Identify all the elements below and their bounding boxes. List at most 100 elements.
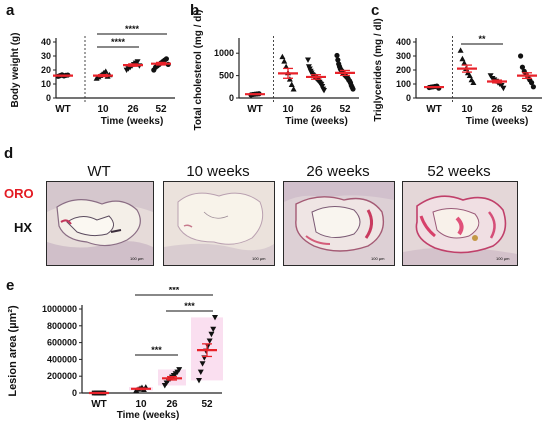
c-point-1-7 [470,79,477,85]
a-ytick-label-1: 10 [41,79,51,89]
a-ylabel: Body weight (g) [10,33,21,108]
chart-lesion-area: 0 200000 400000 600000 800000 1000000 Lesion a… [7,287,223,421]
e-ytick-label-0: 0 [72,388,77,398]
e-sig-label-0: *** [151,345,162,355]
b-point-2-18 [321,87,327,94]
panel-b-label: b [190,2,200,19]
c-point-1-0 [457,47,464,53]
b-xtick-label-2: 26 [310,104,322,115]
e-ytick-label-5: 1000000 [42,304,77,314]
micro-title-26w: 26 weeks [306,163,370,180]
e-ytick-label-1: 200000 [47,371,77,381]
b-ylabel: Total cholesterol (mg / dl) [193,10,204,130]
b-ytick-label-0: 0 [229,93,234,103]
b-point-3-1 [335,57,341,63]
a-sig-label-1: **** [125,24,140,34]
panel-c-label: c [371,2,380,19]
e-xtick-label-2: 26 [166,399,178,410]
c-point-3-6 [528,80,535,86]
e-point-3-9 [212,315,218,321]
micro-title-wt: WT [87,163,111,180]
panel-e-label: e [6,277,15,294]
b-point-2-0 [305,57,311,63]
c-point-1-5 [466,72,473,78]
micrograph-10-weeks [163,181,275,266]
micrograph-wt [46,181,154,266]
micrograph-52-weeks [402,181,518,266]
b-ytick-label-2: 1000 [214,48,234,58]
micrograph-26-weeks [283,181,395,266]
b-xtick-label-1: 10 [282,104,294,115]
c-point-3-7 [530,84,536,90]
c-ytick-label-3: 300 [396,51,411,61]
b-xtick-label-3: 52 [339,104,351,115]
a-point-2-6 [134,59,141,65]
e-sig-label-1: *** [184,301,195,311]
b-ytick-label-1: 500 [219,71,234,81]
a-ytick-label-2: 20 [41,65,51,75]
c-xtick-label-3: 52 [521,104,533,115]
e-xlabel: Time (weeks) [117,410,180,421]
a-point-3-7 [163,56,169,62]
a-ytick-label-4: 40 [41,37,51,47]
e-ytick-label-3: 600000 [47,338,77,348]
micro-title-52w: 52 weeks [427,163,491,180]
scale-bar-26w: 100 µm [371,256,385,261]
c-point-1-1 [459,55,466,62]
c-xtick-label-2: 26 [491,104,503,115]
c-point-2-0 [487,73,494,79]
b-point-3-19 [350,86,356,92]
c-point-3-1 [519,64,526,70]
c-point-2-6 [498,83,505,89]
c-xtick-label-0: WT [426,104,442,115]
b-point-1-6 [290,86,297,92]
c-ytick-label-1: 100 [396,79,411,89]
e-point-3-7 [208,331,215,338]
stain-label-oro: ORO [4,186,34,201]
panel-d-label: d [4,145,14,162]
e-point-3-2 [199,361,206,367]
a-xlabel: Time (weeks) [101,116,164,127]
scale-bar-wt: 100 µm [130,256,144,261]
b-point-1-2 [283,63,290,70]
c-xtick-label-1: 10 [461,104,473,115]
e-ytick-label-4: 800000 [47,321,77,331]
c-ytick-label-2: 200 [396,65,411,75]
c-point-2-7 [500,85,507,92]
c-sig-label-0: ** [478,34,486,44]
micro-title-10w: 10 weeks [186,163,250,180]
c-point-3-0 [518,53,524,59]
e-xtick-label-1: 10 [135,399,147,410]
b-point-3-0 [334,52,340,59]
a-sig-label-0: **** [111,37,126,47]
scale-bar-10w: 100 µm [252,256,266,261]
a-xtick-label-0: WT [55,104,71,115]
panel-a-label: a [6,2,15,19]
e-point-2-8 [176,367,183,373]
e-point-3-6 [206,338,213,344]
a-xtick-label-2: 26 [127,104,139,115]
c-point-1-2 [461,60,468,66]
stain-label-hx: HX [14,220,33,235]
a-ytick-label-0: 0 [46,93,51,103]
c-ytick-label-4: 400 [396,37,411,47]
b-xtick-label-0: WT [247,104,263,115]
b-point-1-1 [281,58,288,64]
c-ytick-label-0: 0 [406,93,411,103]
c-ylabel: Triglycerides (mg / dl) [373,18,384,121]
e-ytick-label-2: 400000 [47,354,77,364]
e-point-3-1 [197,369,204,375]
a-ytick-label-3: 30 [41,51,51,61]
e-point-3-8 [210,326,217,333]
chart-total-cholesterol: 0 500 1000 Total cholesterol (mg / dl) WT 10 2… [193,10,359,130]
e-xtick-label-0: WT [91,399,107,410]
b-point-1-0 [279,53,286,60]
e-xtick-label-3: 52 [201,399,213,410]
a-xtick-label-1: 10 [97,104,109,115]
chart-triglycerides: 0 100 200 300 400 Triglycerides (mg / dl) WT 10… [373,18,542,127]
a-point-1-5 [102,68,109,74]
e-point-3-0 [196,378,202,384]
e-sig-label-2: *** [169,287,180,295]
